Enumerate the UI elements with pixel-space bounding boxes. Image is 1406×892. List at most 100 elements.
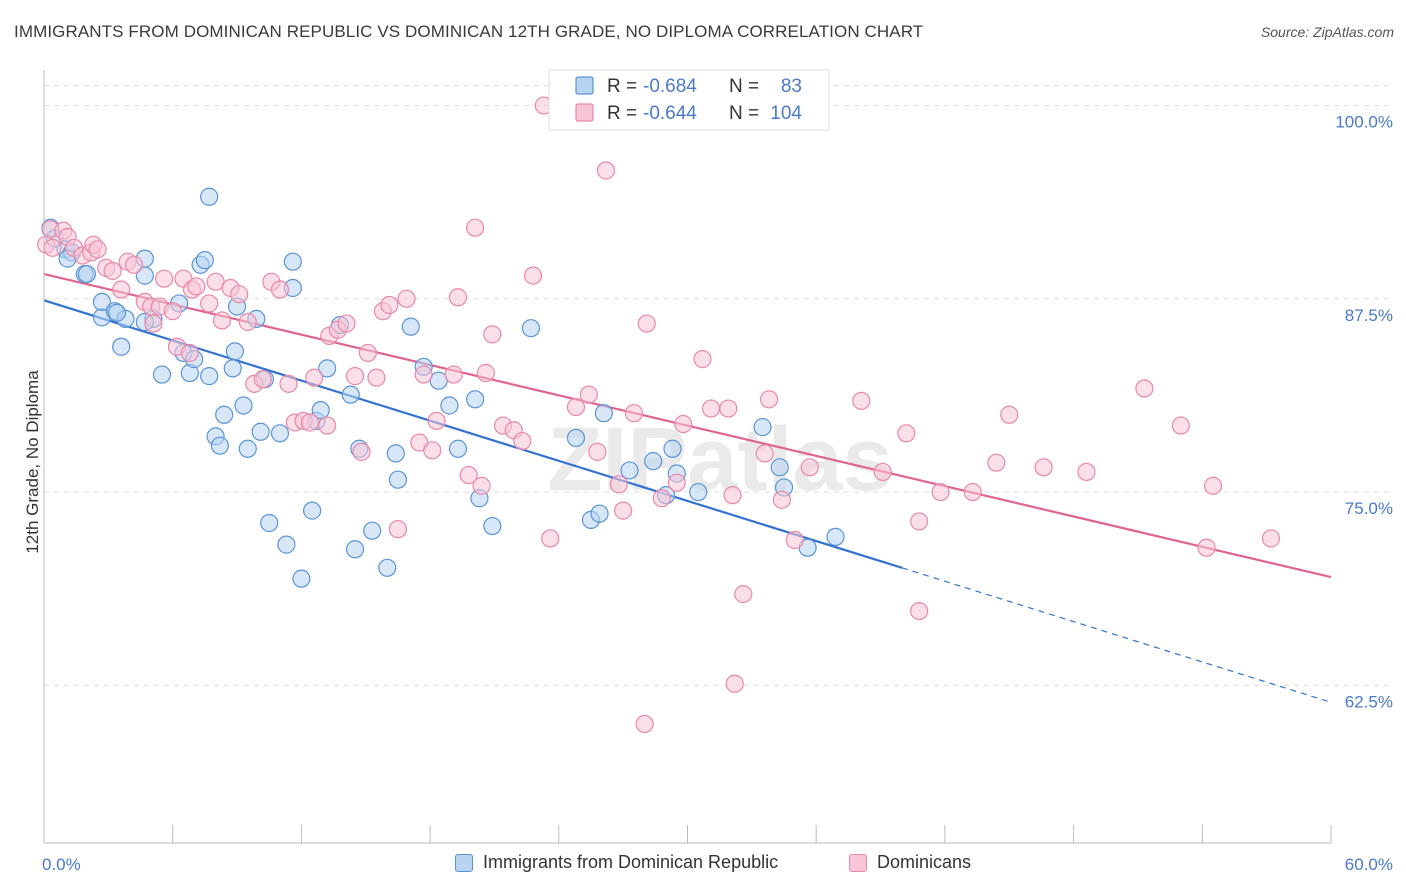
point-immigrants xyxy=(386,444,405,463)
point-immigrants xyxy=(225,342,245,361)
legend-r-label: R = xyxy=(607,76,637,97)
point-dominicans xyxy=(800,458,819,477)
point-immigrants xyxy=(152,365,172,384)
point-dominicans xyxy=(358,343,377,363)
point-dominicans xyxy=(1197,538,1216,557)
point-immigrants xyxy=(448,439,468,458)
point-immigrants xyxy=(215,405,234,424)
point-dominicans xyxy=(144,314,163,333)
point-dominicans xyxy=(212,311,232,330)
point-dominicans xyxy=(230,285,249,304)
point-immigrants xyxy=(770,458,789,477)
point-immigrants xyxy=(378,558,397,577)
point-immigrants xyxy=(107,303,127,322)
point-immigrants xyxy=(195,251,214,270)
point-immigrants xyxy=(388,470,408,489)
point-dominicans xyxy=(701,399,721,418)
point-dominicans xyxy=(674,414,693,434)
point-immigrants xyxy=(260,513,279,533)
point-immigrants xyxy=(521,319,541,338)
point-dominicans xyxy=(367,368,386,387)
point-immigrants xyxy=(345,540,365,559)
point-dominicans xyxy=(719,399,738,418)
point-immigrants xyxy=(689,482,708,502)
point-dominicans xyxy=(624,404,643,423)
point-dominicans xyxy=(300,413,320,432)
point-dominicans xyxy=(725,674,744,693)
y-axis-label: 12th Grade, No Diploma xyxy=(23,370,42,554)
point-dominicans xyxy=(987,453,1006,472)
point-dominicans xyxy=(163,302,182,321)
point-immigrants xyxy=(311,401,330,420)
point-immigrants xyxy=(363,521,382,540)
point-dominicans xyxy=(637,314,656,333)
point-dominicans xyxy=(112,280,131,299)
legend-item-dominicans[interactable]: Dominicans xyxy=(849,852,971,873)
point-immigrants xyxy=(753,418,772,437)
point-immigrants xyxy=(277,535,296,554)
point-immigrants xyxy=(663,439,682,458)
point-immigrants xyxy=(77,264,97,284)
point-immigrants xyxy=(234,396,253,415)
point-dominicans xyxy=(723,486,742,505)
legend-label-immigrants: Immigrants from Dominican Republic xyxy=(483,852,779,872)
point-dominicans xyxy=(380,295,399,315)
y-tick-label: 62.5% xyxy=(1345,692,1393,711)
point-immigrants xyxy=(401,317,420,336)
point-dominicans xyxy=(88,240,107,259)
legend-r-value: -0.644 xyxy=(643,103,697,124)
point-immigrants xyxy=(590,504,609,523)
point-dominicans xyxy=(910,512,929,531)
point-dominicans xyxy=(609,475,628,494)
point-dominicans xyxy=(635,714,654,734)
point-dominicans xyxy=(279,374,298,393)
point-immigrants xyxy=(483,516,502,536)
point-immigrants xyxy=(644,452,663,471)
point-dominicans xyxy=(667,473,686,492)
point-dominicans xyxy=(466,218,485,237)
point-dominicans xyxy=(444,365,463,384)
point-immigrants xyxy=(200,187,219,206)
point-dominicans xyxy=(873,462,892,482)
x-tick-label-min: 0.0% xyxy=(42,855,81,874)
point-dominicans xyxy=(124,255,144,274)
legend-bottom: Immigrants from Dominican Republic Domin… xyxy=(0,852,1406,878)
legend-top-swatch xyxy=(575,103,594,122)
legend-top-box xyxy=(548,69,830,131)
legend-n-value: 104 xyxy=(770,103,802,124)
point-dominicans xyxy=(785,530,804,550)
point-dominicans xyxy=(1034,458,1053,477)
legend-item-immigrants[interactable]: Immigrants from Dominican Republic xyxy=(455,852,778,873)
legend-r-label: R = xyxy=(607,103,637,124)
legend-r-value: -0.684 xyxy=(643,76,697,97)
point-immigrants xyxy=(292,569,311,588)
point-immigrants xyxy=(466,390,485,409)
legend-n-label: N = xyxy=(729,103,759,124)
point-dominicans xyxy=(755,444,774,463)
point-dominicans xyxy=(1135,379,1154,398)
source-label: Source: ZipAtlas.com xyxy=(1260,24,1394,40)
point-dominicans xyxy=(318,416,337,435)
trendline-immigrants-extension xyxy=(901,567,1332,703)
x-tick-label-max: 60.0% xyxy=(1345,855,1393,874)
y-tick-label: 100.0% xyxy=(1335,113,1393,132)
point-dominicans xyxy=(772,490,791,509)
point-dominicans xyxy=(614,501,633,520)
point-immigrants xyxy=(440,396,459,415)
point-immigrants xyxy=(112,337,131,356)
point-dominicans xyxy=(541,529,560,548)
point-dominicans xyxy=(472,476,491,495)
y-tick-label: 87.5% xyxy=(1345,306,1393,325)
point-immigrants xyxy=(251,422,270,441)
point-dominicans xyxy=(427,411,446,431)
point-dominicans xyxy=(734,584,753,604)
point-dominicans xyxy=(897,424,916,443)
legend-n-value: 83 xyxy=(781,76,802,97)
point-dominicans xyxy=(910,601,929,621)
point-immigrants xyxy=(283,252,302,271)
point-dominicans xyxy=(352,442,371,461)
point-dominicans xyxy=(448,288,468,307)
point-dominicans xyxy=(1077,462,1096,482)
point-dominicans xyxy=(759,390,779,409)
